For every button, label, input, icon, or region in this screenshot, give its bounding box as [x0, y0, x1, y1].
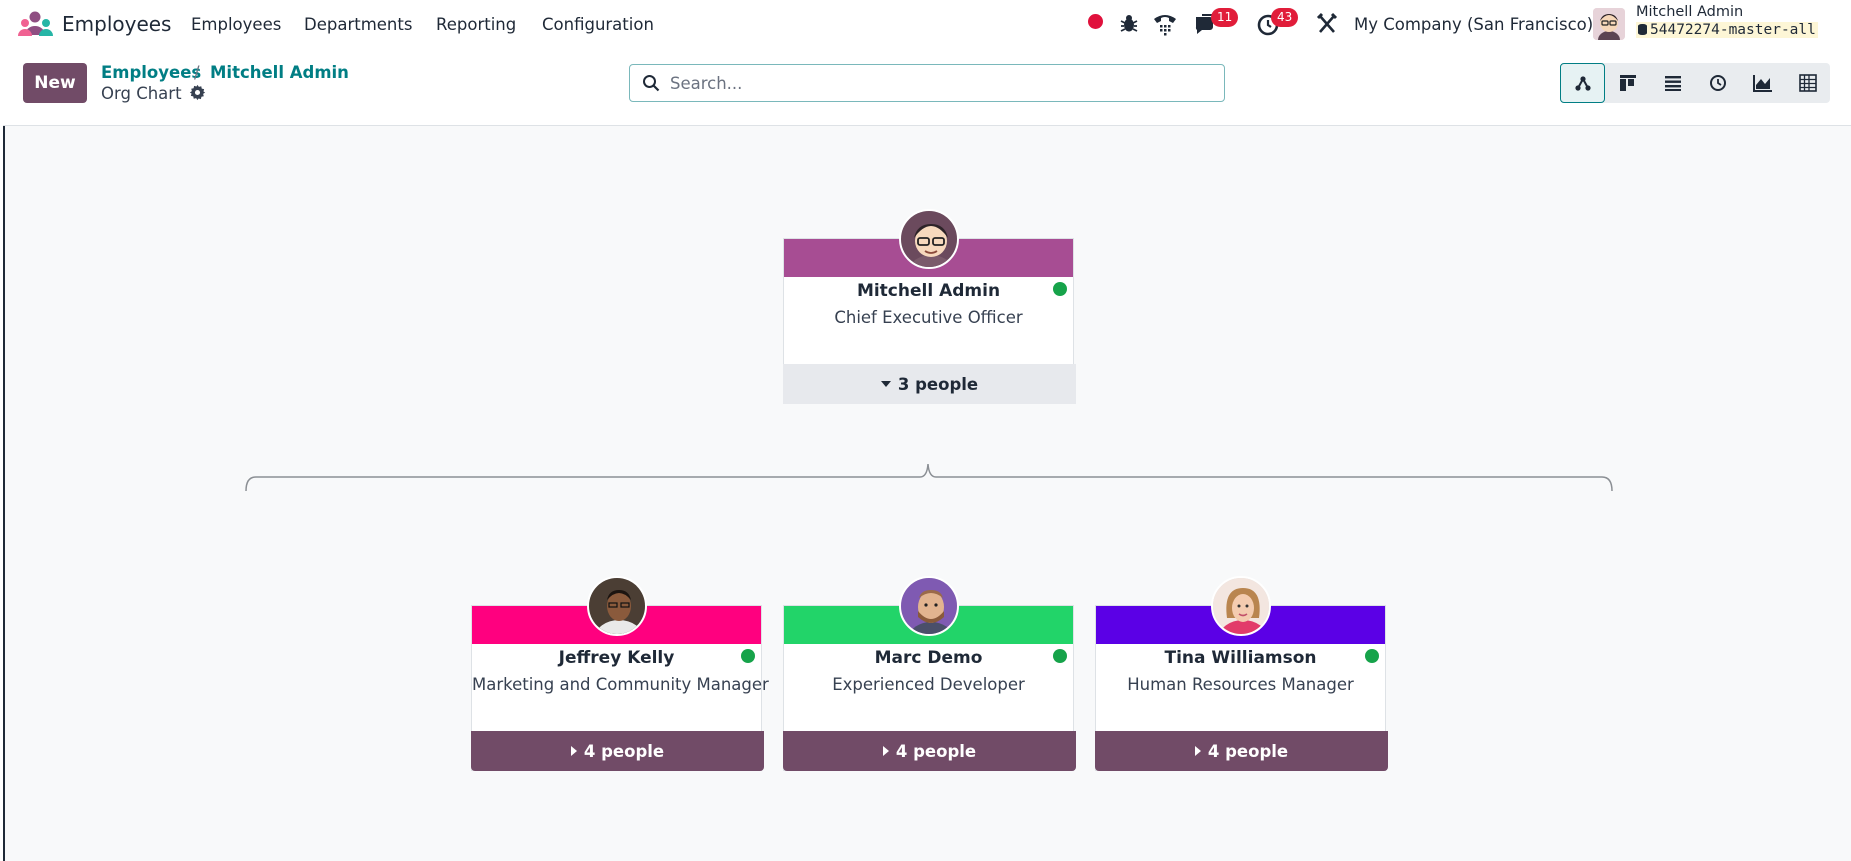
- kanban-icon: [1619, 75, 1636, 91]
- employee-avatar[interactable]: [899, 576, 959, 636]
- debug-tools-icon[interactable]: [1316, 10, 1338, 38]
- employee-job-title: Marketing and Community Manager: [472, 675, 769, 694]
- view-title: Org Chart: [101, 84, 182, 103]
- view-activity-button[interactable]: [1695, 63, 1740, 103]
- employee-name[interactable]: Tina Williamson: [1164, 648, 1317, 668]
- employee-job-title: Experienced Developer: [832, 675, 1025, 694]
- subordinates-count: 4 people: [895, 741, 977, 761]
- user-avatar[interactable]: [1593, 8, 1625, 40]
- avatar-mitchell-icon: [901, 211, 957, 267]
- gear-icon[interactable]: [189, 84, 206, 101]
- subordinates-toggle-button[interactable]: 4 people: [471, 731, 764, 771]
- avatar-marc-icon: [901, 578, 957, 634]
- clock-icon: [1709, 75, 1726, 91]
- pivot-table-icon: [1798, 74, 1817, 92]
- online-status-icon: [1053, 282, 1067, 296]
- list-icon: [1664, 76, 1681, 91]
- menu-employees[interactable]: Employees: [191, 15, 282, 34]
- phone-icon[interactable]: [1152, 10, 1178, 38]
- subordinates-toggle-button[interactable]: 4 people: [1095, 731, 1388, 771]
- employee-name[interactable]: Marc Demo: [874, 648, 983, 668]
- view-pivot-button[interactable]: [1785, 63, 1830, 103]
- view-org-chart-button[interactable]: [1560, 63, 1605, 103]
- avatar-tina-icon: [1213, 578, 1269, 634]
- app-name[interactable]: Employees: [62, 12, 172, 36]
- database-label: 54472274-master-all: [1650, 22, 1816, 38]
- employee-card-tina-williamson[interactable]: Tina Williamson Human Resources Manager …: [1095, 576, 1388, 771]
- breadcrumb-mitchell-admin[interactable]: Mitchell Admin: [210, 63, 349, 82]
- subordinates-count: 4 people: [583, 741, 665, 761]
- menu-reporting[interactable]: Reporting: [436, 15, 517, 34]
- subordinates-toggle-button[interactable]: 4 people: [783, 731, 1076, 771]
- online-status-icon: [741, 649, 755, 663]
- new-button[interactable]: New: [23, 63, 87, 103]
- org-chart-area: Mitchell Admin Chief Executive Officer 3…: [3, 126, 1851, 861]
- menu-departments[interactable]: Departments: [304, 15, 413, 34]
- employee-name[interactable]: Mitchell Admin: [856, 281, 1001, 301]
- view-graph-button[interactable]: [1740, 63, 1785, 103]
- org-chart-connector: [245, 463, 1613, 492]
- recording-indicator-icon[interactable]: [1088, 14, 1103, 29]
- database-icon: [1638, 24, 1647, 35]
- caret-right-icon: [882, 746, 889, 756]
- control-panel: New Employees / Mitchell Admin Org Chart: [0, 48, 1851, 126]
- search-input[interactable]: [670, 65, 1210, 101]
- top-navbar: Employees Employees Departments Reportin…: [0, 0, 1851, 48]
- online-status-icon: [1365, 649, 1379, 663]
- user-name[interactable]: Mitchell Admin: [1636, 4, 1744, 20]
- subordinates-count: 3 people: [897, 374, 979, 394]
- view-list-button[interactable]: [1650, 63, 1695, 103]
- subordinates-count: 4 people: [1207, 741, 1289, 761]
- employee-job-title: Chief Executive Officer: [834, 308, 1023, 327]
- employee-avatar[interactable]: [1211, 576, 1271, 636]
- employee-avatar[interactable]: [899, 209, 959, 269]
- caret-right-icon: [1194, 746, 1201, 756]
- employees-app-icon[interactable]: [18, 11, 54, 37]
- view-switcher: [1560, 63, 1830, 103]
- caret-right-icon: [570, 746, 577, 756]
- online-status-icon: [1053, 649, 1067, 663]
- employee-avatar[interactable]: [587, 576, 647, 636]
- employee-job-title: Human Resources Manager: [1127, 675, 1354, 694]
- search-icon: [643, 75, 660, 92]
- user-avatar-icon: [1593, 8, 1625, 40]
- org-chart-icon: [1574, 76, 1591, 91]
- area-chart-icon: [1752, 75, 1772, 92]
- menu-configuration[interactable]: Configuration: [542, 15, 654, 34]
- search-bar[interactable]: [629, 64, 1225, 102]
- breadcrumb-employees[interactable]: Employees: [101, 63, 202, 82]
- messages-badge: 11: [1211, 8, 1239, 27]
- left-edge: [0, 0, 3, 861]
- avatar-jeffrey-icon: [589, 578, 645, 634]
- employee-name[interactable]: Jeffrey Kelly: [558, 648, 675, 668]
- bug-icon[interactable]: [1118, 10, 1140, 38]
- breadcrumb-separator: /: [194, 63, 200, 82]
- activities-badge: 43: [1271, 8, 1299, 27]
- employee-card-jeffrey-kelly[interactable]: Jeffrey Kelly Marketing and Community Ma…: [471, 576, 769, 771]
- company-switcher[interactable]: My Company (San Francisco): [1354, 15, 1594, 34]
- employee-card-root[interactable]: Mitchell Admin Chief Executive Officer 3…: [783, 209, 1076, 404]
- database-name: 54472274-master-all: [1636, 22, 1818, 38]
- employee-card-marc-demo[interactable]: Marc Demo Experienced Developer 4 people: [783, 576, 1076, 771]
- caret-down-icon: [880, 381, 891, 387]
- subordinates-toggle-button[interactable]: 3 people: [783, 364, 1076, 404]
- view-kanban-button[interactable]: [1605, 63, 1650, 103]
